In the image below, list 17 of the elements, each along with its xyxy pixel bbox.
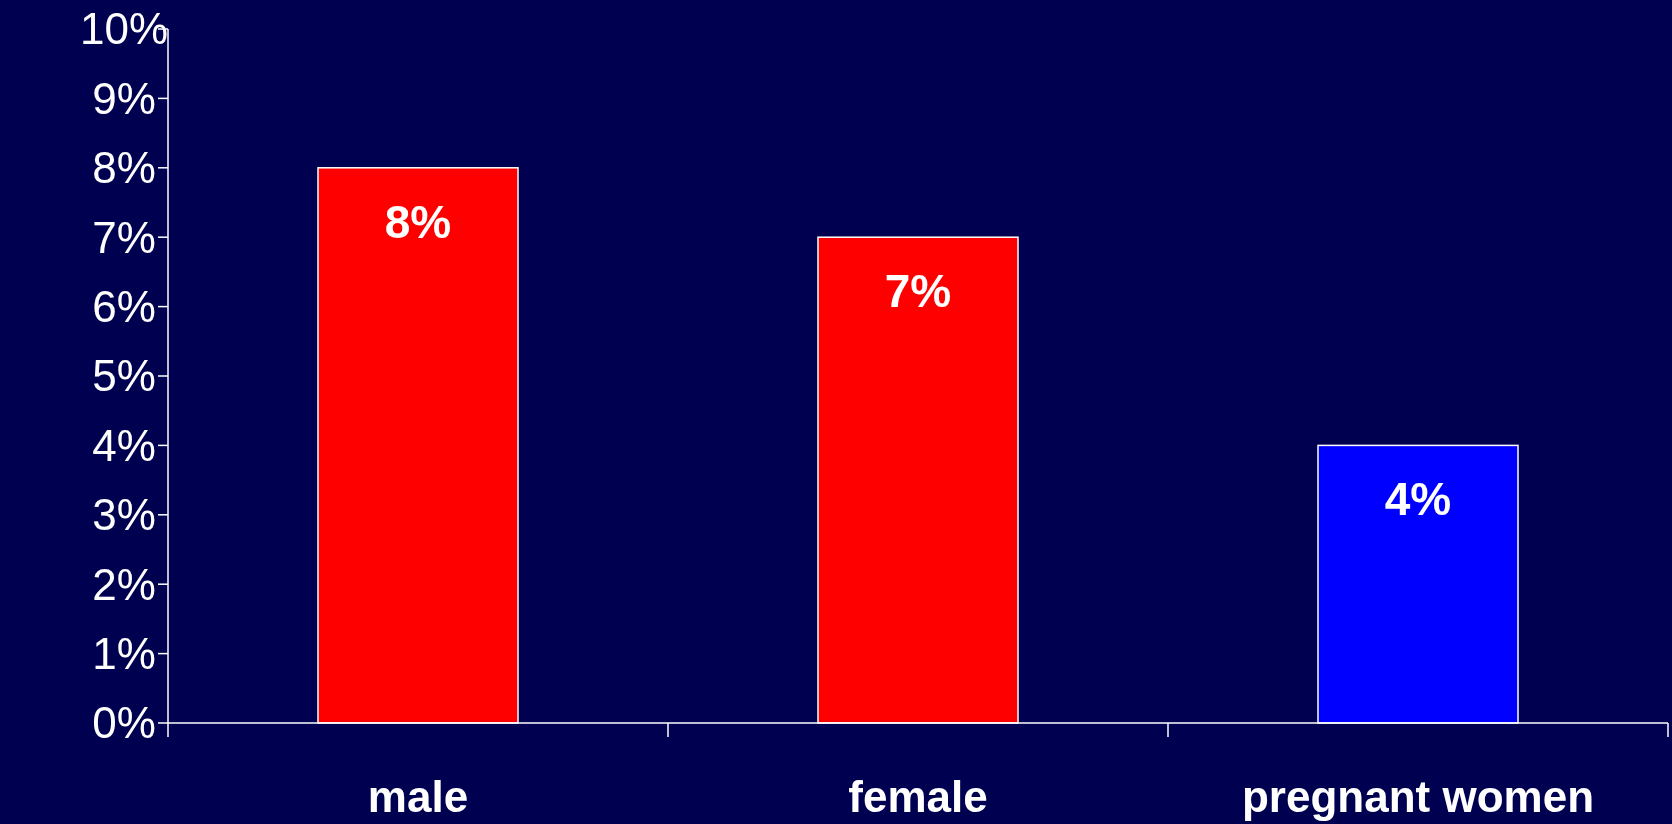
y-tick-label: 3% bbox=[92, 490, 156, 540]
x-tick-label: pregnant women bbox=[1241, 772, 1595, 821]
data-label: 8% bbox=[384, 195, 452, 248]
data-label: 4% bbox=[1384, 473, 1452, 526]
y-tick-label: 4% bbox=[92, 420, 156, 470]
y-tick-label: 9% bbox=[92, 73, 156, 123]
y-tick-label: 5% bbox=[92, 351, 156, 401]
x-tick-label: male bbox=[367, 772, 469, 821]
y-tick-label: 0% bbox=[92, 698, 156, 748]
data-label: 7% bbox=[884, 265, 952, 318]
x-tick-label: female bbox=[848, 772, 988, 821]
y-tick-label: 8% bbox=[92, 143, 156, 193]
y-tick-label: 1% bbox=[92, 629, 156, 678]
y-tick-label: 2% bbox=[92, 559, 156, 609]
y-tick-label: 6% bbox=[92, 282, 156, 331]
y-tick-label: 7% bbox=[92, 212, 156, 262]
y-tick-label: 10% bbox=[79, 4, 169, 54]
